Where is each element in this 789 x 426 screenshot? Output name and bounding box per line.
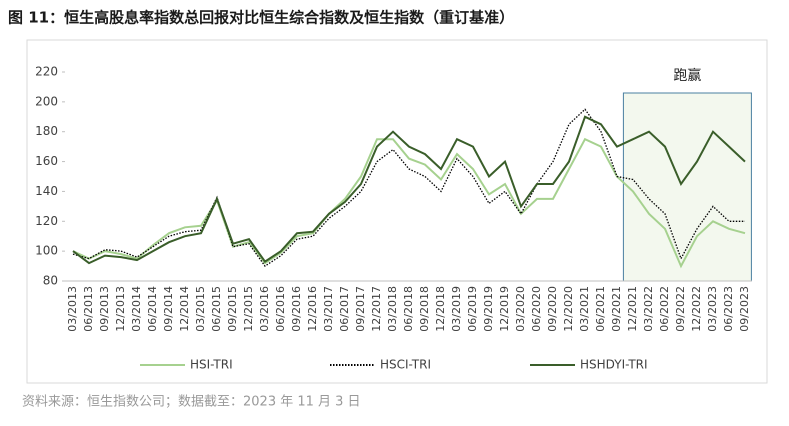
x-tick-label: 12/2022 (690, 286, 703, 332)
x-tick-label: 03/2017 (322, 286, 335, 332)
x-tick-label: 06/2015 (210, 286, 223, 332)
x-tick-label: 09/2019 (482, 286, 495, 332)
x-tick-label: 09/2022 (674, 286, 687, 332)
series-line (72, 115, 746, 265)
x-tick-label: 09/2014 (162, 286, 175, 332)
source-note: 资料来源：恒生指数公司；数据截至：2023 年 11 月 3 日 (22, 395, 361, 410)
x-tick-label: 12/2020 (562, 286, 575, 332)
x-tick-label: 06/2018 (402, 286, 415, 332)
y-tick-label: 100 (35, 244, 58, 258)
x-tick-label: 12/2017 (370, 286, 383, 332)
y-tick-label: 140 (35, 184, 58, 198)
x-tick-label: 03/2018 (386, 286, 399, 332)
chart-frame (26, 39, 768, 384)
x-tick-label: 03/2023 (706, 286, 719, 332)
y-tick-label: 80 (43, 274, 58, 288)
x-tick-label: 12/2013 (114, 286, 127, 332)
x-tick-label: 06/2019 (466, 286, 479, 332)
x-tick-label: 06/2021 (594, 286, 607, 332)
highlight-label: 跑赢 (673, 67, 701, 84)
x-tick-label: 09/2018 (418, 286, 431, 332)
x-tick-label: 09/2023 (738, 286, 751, 332)
x-tick-label: 12/2016 (306, 286, 319, 332)
y-tick-label: 200 (35, 94, 58, 108)
legend-label: HSI-TRI (190, 358, 233, 372)
x-tick-label: 09/2013 (98, 286, 111, 332)
x-tick-label: 06/2013 (82, 286, 95, 332)
highlight-box (622, 92, 752, 282)
x-tick-label: 12/2018 (434, 286, 447, 332)
series-line (72, 137, 746, 269)
x-tick-label: 09/2016 (290, 286, 303, 332)
x-tick-label: 06/2020 (530, 286, 543, 332)
chart-title: 图 11：恒生高股息率指数总回报对比恒生综合指数及恒生指数（重订基准） (8, 9, 514, 27)
x-tick-label: 09/2020 (546, 286, 559, 332)
x-tick-label: 03/2019 (450, 286, 463, 332)
x-tick-label: 12/2014 (178, 286, 191, 332)
x-tick-label: 03/2022 (642, 286, 655, 332)
x-tick-label: 09/2017 (354, 286, 367, 332)
x-tick-label: 12/2019 (498, 286, 511, 332)
x-tick-label: 09/2015 (226, 286, 239, 332)
x-tick-label: 06/2022 (658, 286, 671, 332)
x-tick-label: 03/2015 (194, 286, 207, 332)
y-tick-label: 120 (35, 214, 58, 228)
legend-label: HSHDYI-TRI (580, 358, 648, 372)
x-tick-label: 09/2021 (610, 286, 623, 332)
y-tick-label: 220 (35, 65, 58, 79)
x-tick-label: 03/2020 (514, 286, 527, 332)
x-tick-label: 06/2014 (146, 286, 159, 332)
x-tick-label: 03/2014 (130, 286, 143, 332)
series-line (72, 108, 745, 267)
x-tick-label: 03/2013 (66, 286, 79, 332)
x-tick-label: 06/2017 (338, 286, 351, 332)
x-tick-label: 06/2023 (722, 286, 735, 332)
legend-label: HSCI-TRI (380, 358, 431, 372)
x-tick-label: 03/2021 (578, 286, 591, 332)
x-tick-label: 06/2016 (274, 286, 287, 332)
x-tick-label: 03/2016 (258, 286, 271, 332)
y-tick-label: 180 (35, 124, 58, 138)
x-tick-label: 12/2021 (626, 286, 639, 332)
y-tick-label: 160 (35, 154, 58, 168)
x-tick-label: 12/2015 (242, 286, 255, 332)
